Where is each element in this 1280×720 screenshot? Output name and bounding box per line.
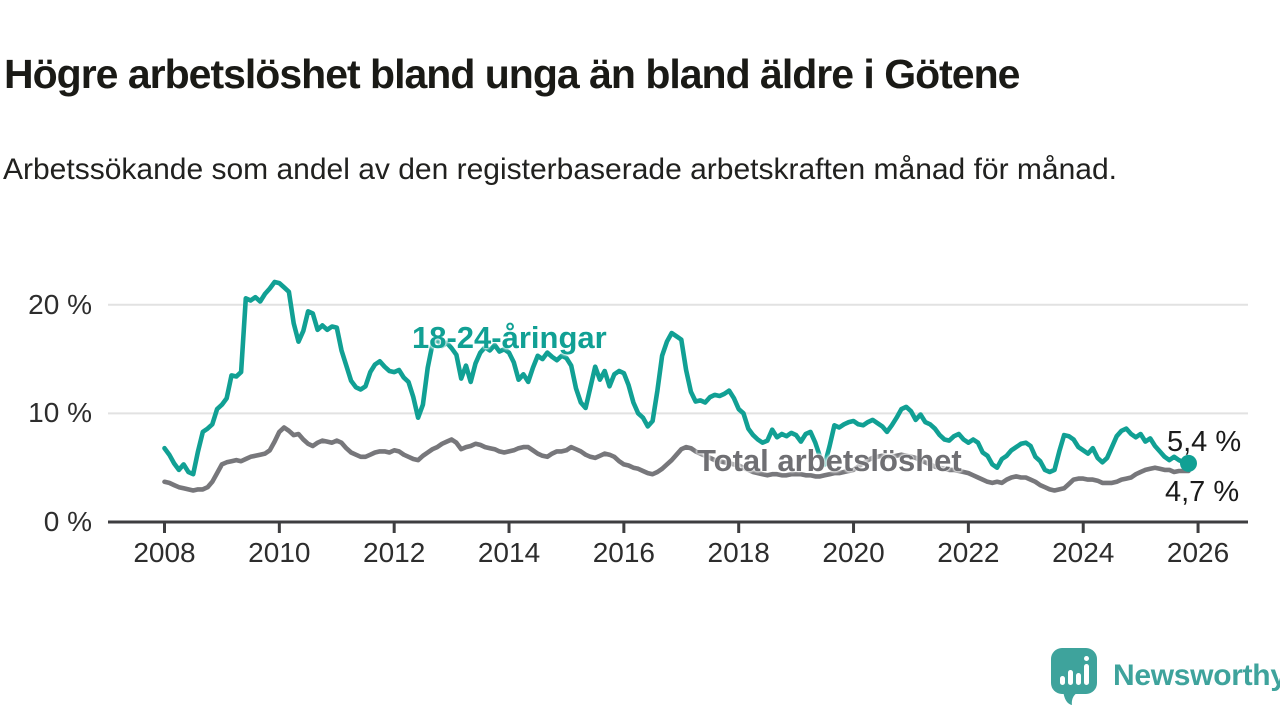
series-line (162, 425, 1191, 493)
y-tick-label: 0 % (43, 506, 92, 537)
y-tick-label: 20 % (28, 288, 92, 320)
series-end-dot (1180, 454, 1197, 472)
x-tick-label: 2022 (937, 537, 1000, 568)
series-label-young: 18-24-åringar (412, 320, 607, 355)
chart-subtitle: Arbetssökande som andel av den registerb… (3, 153, 1117, 186)
x-tick-label: 2018 (707, 537, 770, 568)
x-tick-label: 2010 (248, 537, 311, 568)
x-tick-label: 2016 (592, 537, 655, 568)
x-tick-label: 2026 (1166, 537, 1230, 568)
newsworthy-logo-text: Newsworthy (1113, 659, 1280, 692)
series-line (162, 279, 1191, 477)
x-tick-label: 2014 (477, 537, 541, 568)
end-value-total: 4,7 % (1165, 476, 1240, 508)
newsworthy-logo: Newsworthy (1051, 648, 1280, 706)
end-value-young: 5,4 % (1167, 426, 1242, 458)
x-tick-label: 2012 (363, 537, 426, 568)
newsworthy-logo-icon (1051, 648, 1097, 705)
series-label-total: Total arbetslöshet (697, 443, 962, 478)
x-tick-label: 2008 (133, 537, 196, 568)
x-tick-label: 2024 (1052, 537, 1115, 568)
page-title: Högre arbetslöshet bland unga än bland ä… (4, 51, 1020, 98)
x-tick-label: 2020 (822, 537, 885, 568)
y-tick-label: 10 % (28, 397, 92, 429)
